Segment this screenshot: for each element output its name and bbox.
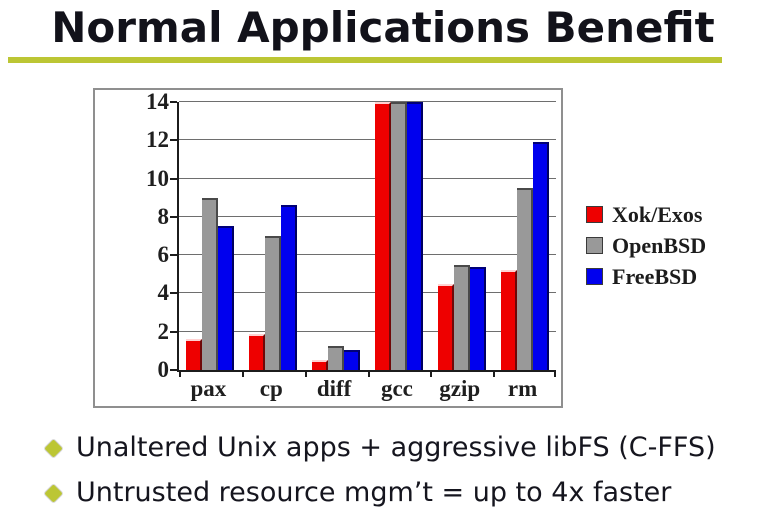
bar-pax-Xok/Exos [186,339,203,370]
legend-item-xok-exos: Xok/Exos [586,203,706,226]
legend-item-openbsd: OpenBSD [586,234,706,257]
legend-label: OpenBSD [612,233,707,258]
chart-legend: Xok/Exos OpenBSD FreeBSD [586,203,706,296]
bar-gzip-FreeBSD [469,266,486,370]
gridline [179,254,556,256]
x-axis-category-label: rm [507,376,538,401]
y-axis-tick [170,177,177,180]
y-axis-tick-label: 6 [157,242,170,268]
title-underline-rule [8,57,722,63]
bar-cp-OpenBSD [265,236,282,370]
gridline [179,330,556,332]
x-axis-tick [304,372,307,377]
gridline [179,101,556,102]
bullet-text: Untrusted resource mgm’t = up to 4x fast… [76,477,672,508]
gridline [179,215,556,217]
bullet-item-2: Untrusted resource mgm’t = up to 4x fast… [44,474,764,512]
bar-gzip-Xok/Exos [437,283,454,370]
bar-gcc-OpenBSD [390,102,407,370]
legend-label: Xok/Exos [612,202,703,227]
diamond-bullet-icon [44,438,63,458]
legend-swatch-gray-icon [586,237,603,254]
bullet-text: Unaltered Unix apps + aggressive libFS (… [76,432,716,463]
diamond-bullet-icon [44,483,63,503]
legend-item-freebsd: FreeBSD [586,265,706,288]
y-axis-tick-label: 12 [146,127,169,153]
x-axis-tick [179,372,181,377]
y-axis-tick [170,330,177,333]
y-axis-tick [170,101,177,103]
x-axis-tick [554,372,556,377]
y-axis-tick-label: 0 [157,357,170,382]
bar-pax-OpenBSD [202,197,219,370]
bar-cp-FreeBSD [281,205,298,370]
bar-diff-FreeBSD [344,349,361,370]
bar-rm-OpenBSD [516,188,533,370]
y-axis-tick-label: 10 [146,165,169,191]
gridline [179,292,556,294]
bar-chart: 0 2 4 6 8 10 12 14 pax cp diff gcc gzip rm [93,88,563,408]
bar-diff-Xok/Exos [312,360,329,370]
bar-diff-OpenBSD [328,346,345,370]
bar-gcc-Xok/Exos [374,102,391,370]
bar-gcc-FreeBSD [406,102,423,370]
y-axis-tick-label: 2 [157,318,170,344]
x-axis-tick [493,372,496,377]
x-axis-tick [241,372,244,377]
bar-rm-FreeBSD [532,142,549,370]
legend-swatch-blue-icon [586,268,603,285]
x-axis-category-label: cp [259,376,283,401]
x-axis-tick [367,372,370,377]
legend-swatch-red-icon [586,206,603,223]
x-axis-category-label: diff [316,376,352,401]
bar-gzip-OpenBSD [453,264,470,370]
bar-rm-Xok/Exos [500,270,517,370]
y-axis-tick [170,215,177,218]
y-axis-tick-label: 14 [146,89,169,114]
gridline [179,177,556,179]
y-axis-tick [170,139,177,142]
page-title: Normal Applications Benefit [51,3,715,52]
legend-label: FreeBSD [612,264,698,289]
x-axis-tick [430,372,433,377]
x-axis-category-label: gcc [380,376,413,401]
y-axis-tick-label: 8 [157,203,170,229]
bar-pax-FreeBSD [218,226,235,370]
plot-area [170,101,556,377]
gridline [179,139,556,141]
y-axis-tick [170,254,177,257]
y-axis-tick [170,369,177,371]
bullet-item-1: Unaltered Unix apps + aggressive libFS (… [44,429,764,467]
y-axis-tick [170,292,177,295]
y-axis-tick-label: 4 [157,280,170,306]
bar-cp-Xok/Exos [249,333,266,370]
x-axis-category-label: gzip [439,376,481,401]
x-axis-category-label: pax [190,376,227,401]
